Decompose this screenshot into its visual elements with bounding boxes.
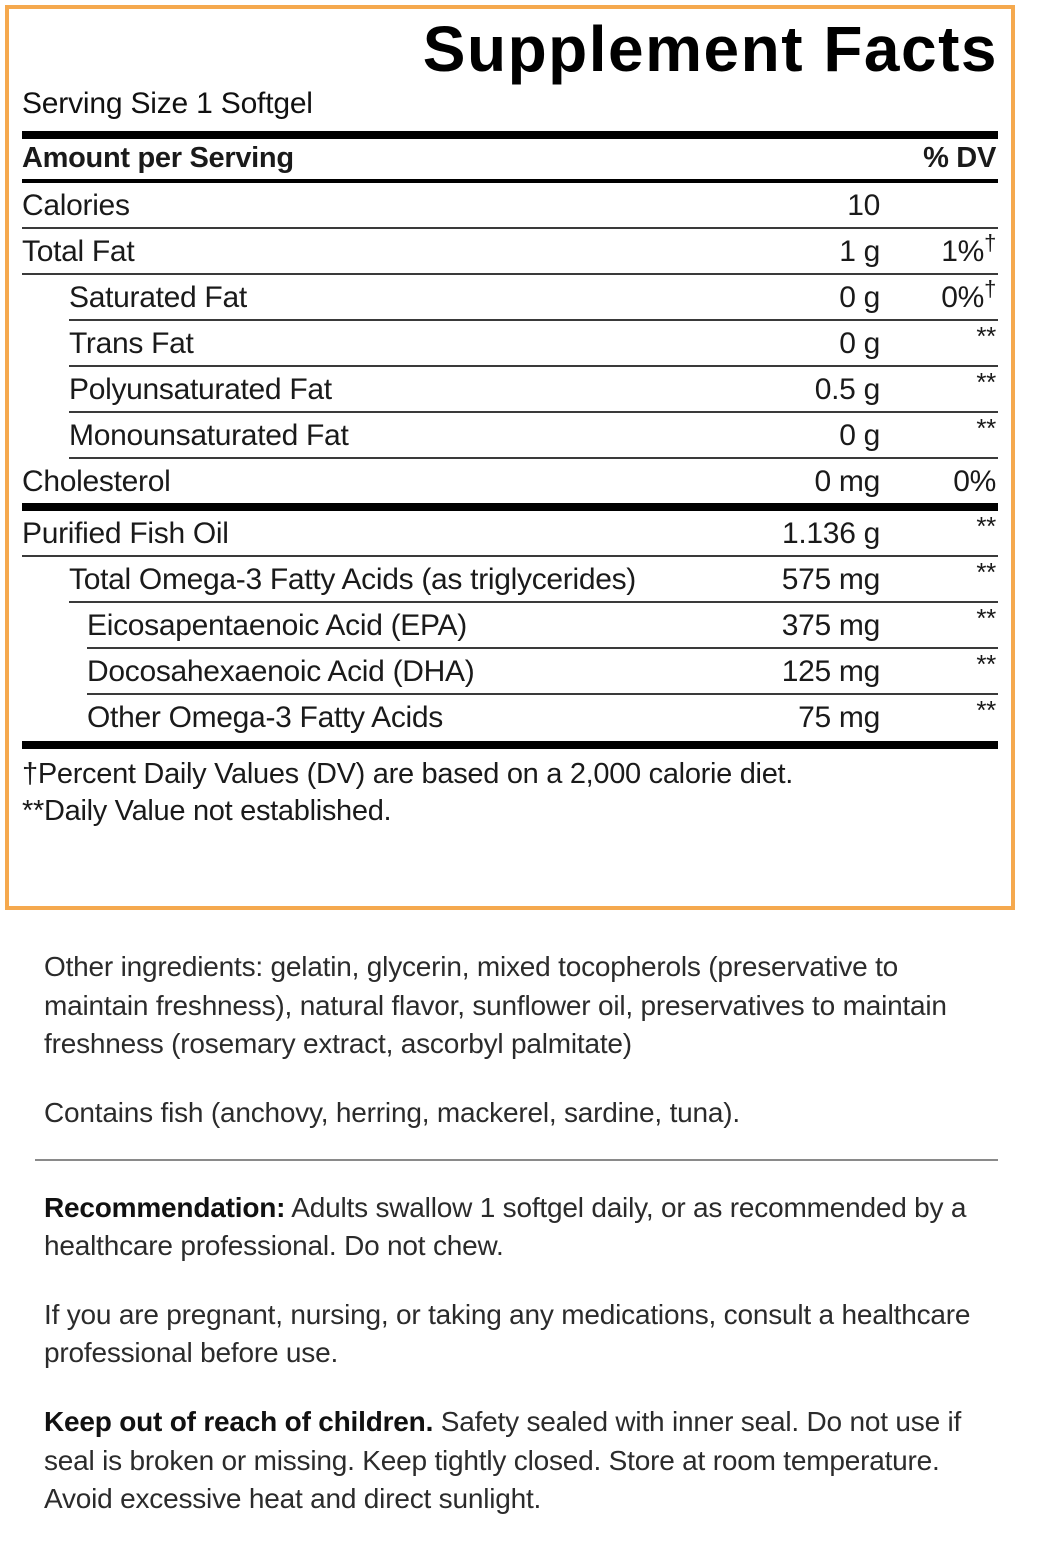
row-label: Saturated Fat xyxy=(69,280,247,314)
nutrition-rows: Calories 10 Total Fat 1 g 1%† Saturated … xyxy=(22,183,998,741)
row-amount: 75 mg xyxy=(798,700,880,734)
row-label: Eicosapentaenoic Acid (EPA) xyxy=(87,608,467,642)
row-dv: ** xyxy=(976,510,996,541)
row-label: Purified Fish Oil xyxy=(22,516,229,550)
pregnancy-warning-paragraph: If you are pregnant, nursing, or taking … xyxy=(44,1298,971,1369)
row-amount: 0 g xyxy=(839,280,880,314)
rule-thick-top xyxy=(22,130,998,139)
dagger-marker: † xyxy=(984,275,996,301)
table-row: Total Fat 1 g 1%† xyxy=(22,229,998,275)
keep-out-of-reach-paragraph: Keep out of reach of children. Safety se… xyxy=(44,1403,979,1519)
rule-thick-bottom xyxy=(22,740,998,749)
row-amount: 1 g xyxy=(839,234,880,268)
row-amount: 1.136 g xyxy=(782,516,880,550)
table-row: Trans Fat 0 g ** xyxy=(69,321,998,367)
table-row: Calories 10 xyxy=(22,183,998,229)
row-label: Calories xyxy=(22,188,130,222)
supplement-facts-panel: Supplement Facts Serving Size 1 Softgel … xyxy=(5,5,1015,910)
row-amount: 125 mg xyxy=(781,654,881,688)
serving-size: Serving Size 1 Softgel xyxy=(22,87,313,121)
table-row: Docosahexaenoic Acid (DHA) 125 mg ** xyxy=(87,649,998,695)
row-dv: 0%† xyxy=(941,275,996,314)
panel-title: Supplement Facts xyxy=(422,13,998,85)
row-dv: ** xyxy=(976,412,996,443)
row-dv: 0% xyxy=(953,464,996,498)
row-dv: ** xyxy=(976,366,996,397)
row-label: Polyunsaturated Fat xyxy=(69,372,332,406)
recommendation-paragraph: Recommendation: Adults swallow 1 softgel… xyxy=(44,1189,979,1266)
row-dv: ** xyxy=(976,602,996,633)
rule-under-header xyxy=(22,178,998,183)
row-label: Total Omega-3 Fatty Acids (as triglyceri… xyxy=(69,562,636,596)
row-dv: 1%† xyxy=(941,229,996,268)
table-row: Polyunsaturated Fat 0.5 g ** xyxy=(69,367,998,413)
row-dv: ** xyxy=(976,556,996,587)
row-amount: 0 mg xyxy=(814,464,881,498)
table-row: Purified Fish Oil 1.136 g ** xyxy=(22,511,998,557)
row-dv: ** xyxy=(976,320,996,351)
row-label: Docosahexaenoic Acid (DHA) xyxy=(87,654,475,688)
dagger-marker: † xyxy=(984,229,996,255)
table-header-row: Amount per Serving % DV xyxy=(22,139,998,179)
row-amount: 375 mg xyxy=(781,608,881,642)
table-row: Cholesterol 0 mg 0% xyxy=(22,459,998,511)
contains-allergens-paragraph: Contains fish (anchovy, herring, mackere… xyxy=(44,1096,740,1128)
row-amount: 0.5 g xyxy=(814,372,881,406)
row-label: Cholesterol xyxy=(22,464,171,498)
keep-out-label: Keep out of reach of children. xyxy=(44,1406,434,1437)
row-amount: 0 g xyxy=(839,326,880,360)
row-dv xyxy=(880,183,998,191)
row-label: Total Fat xyxy=(22,234,135,268)
percent-dv-label: % DV xyxy=(923,141,996,174)
table-row: Total Omega-3 Fatty Acids (as triglyceri… xyxy=(69,557,998,603)
table-row: Saturated Fat 0 g 0%† xyxy=(69,275,998,321)
row-amount: 10 xyxy=(847,188,880,222)
row-amount: 575 mg xyxy=(781,562,881,596)
row-label: Monounsaturated Fat xyxy=(69,418,349,452)
label-body-copy: Other ingredients: gelatin, glycerin, mi… xyxy=(35,948,998,1549)
row-label: Trans Fat xyxy=(69,326,194,360)
section-divider xyxy=(35,1158,998,1161)
recommendation-text: Adults swallow 1 softgel daily, or as re… xyxy=(44,1191,967,1262)
row-dv: ** xyxy=(976,648,996,679)
footnote-not-established: **Daily Value not established. xyxy=(22,794,392,827)
row-label: Other Omega-3 Fatty Acids xyxy=(87,700,443,734)
table-row: Other Omega-3 Fatty Acids 75 mg ** xyxy=(87,695,998,741)
row-amount: 0 g xyxy=(839,418,880,452)
table-row: Monounsaturated Fat 0 g ** xyxy=(69,413,998,459)
amount-per-serving-label: Amount per Serving xyxy=(22,141,294,174)
keep-out-text: Safety sealed with inner seal. Do not us… xyxy=(44,1406,962,1515)
recommendation-label: Recommendation: xyxy=(44,1191,286,1223)
table-row: Eicosapentaenoic Acid (EPA) 375 mg ** xyxy=(87,603,998,649)
footnote-dv: †Percent Daily Values (DV) are based on … xyxy=(22,757,794,790)
row-dv: ** xyxy=(976,694,996,725)
other-ingredients-paragraph: Other ingredients: gelatin, glycerin, mi… xyxy=(44,951,947,1060)
footnotes: †Percent Daily Values (DV) are based on … xyxy=(22,749,998,830)
